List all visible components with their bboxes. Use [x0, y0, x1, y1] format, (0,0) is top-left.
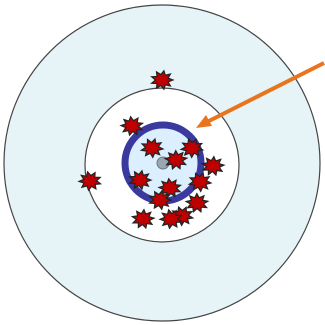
marker-1	[150, 69, 175, 91]
pointer-arrow-shaft	[206, 61, 325, 124]
pointer-arrow-head	[196, 115, 212, 128]
marker-4	[163, 149, 189, 171]
marker-9	[157, 177, 183, 199]
marker-2	[119, 115, 145, 137]
marker-6	[200, 155, 226, 177]
marker-11	[184, 192, 210, 214]
marker-13	[130, 208, 156, 230]
marker-7	[77, 170, 103, 192]
marker-14	[158, 208, 184, 230]
marker-10	[187, 171, 213, 193]
marker-8	[128, 169, 153, 191]
marker-15	[148, 189, 173, 211]
marker-3	[139, 137, 165, 159]
pointer-arrow	[196, 61, 325, 128]
marker-5	[179, 137, 205, 159]
marker-group	[77, 69, 226, 230]
